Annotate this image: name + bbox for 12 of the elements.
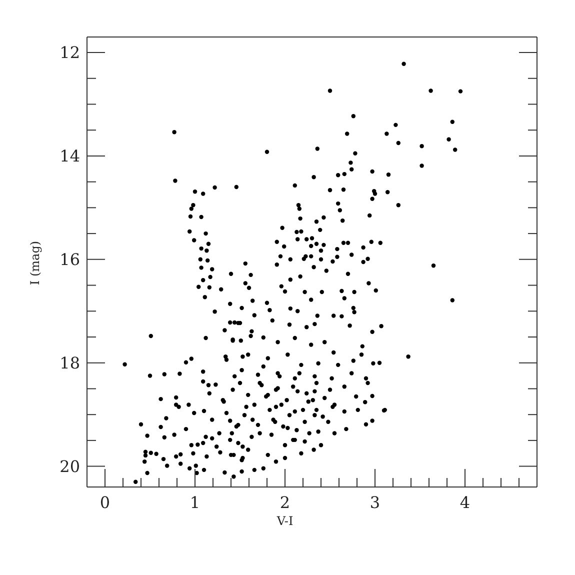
x-tick-label: 1 [190, 493, 200, 512]
y-tick-label: 14 [60, 146, 80, 166]
y-tick-label: 12 [60, 43, 80, 62]
x-axis-title: V-I [276, 514, 294, 528]
x-tick-label: 0 [100, 493, 110, 512]
y-axis-title: I (mag) [28, 240, 42, 286]
y-tick-label: 18 [60, 353, 80, 372]
x-tick-label: 4 [460, 493, 470, 512]
y-tick-label: 16 [60, 250, 80, 270]
x-tick-label: 3 [370, 493, 380, 512]
x-tick-label: 2 [280, 493, 290, 512]
y-tick-label: 20 [60, 456, 80, 476]
